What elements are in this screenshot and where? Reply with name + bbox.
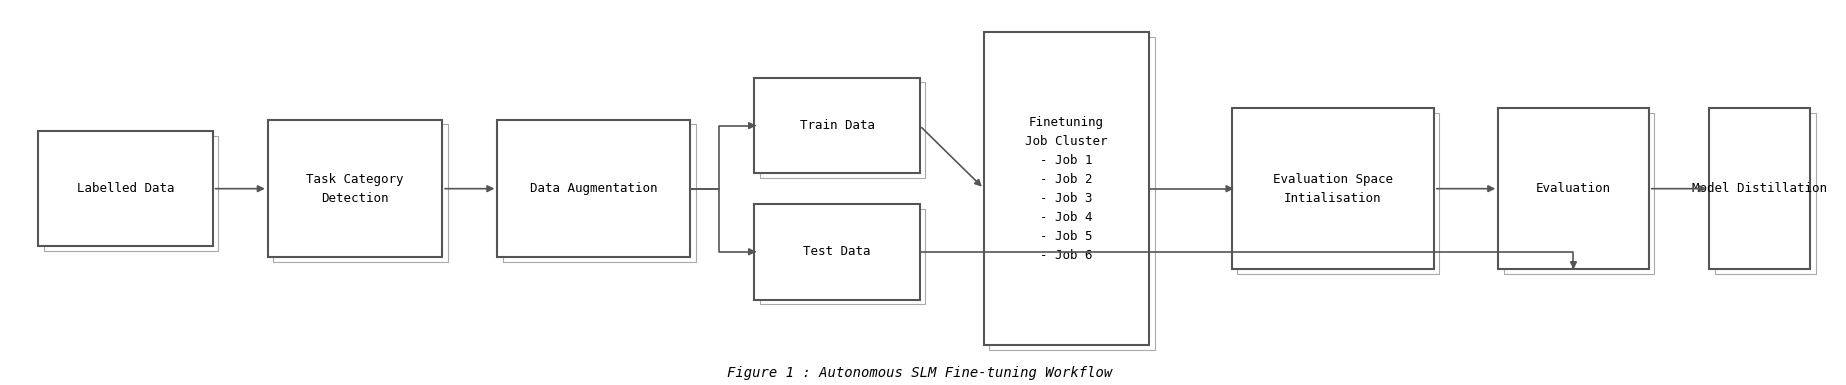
Text: Figure 1 : Autonomous SLM Fine-tuning Workflow: Figure 1 : Autonomous SLM Fine-tuning Wo… [727,366,1113,380]
Text: Labelled Data: Labelled Data [76,182,174,195]
FancyBboxPatch shape [755,78,919,173]
FancyBboxPatch shape [497,120,690,258]
FancyBboxPatch shape [268,120,443,258]
FancyBboxPatch shape [984,32,1150,345]
FancyBboxPatch shape [755,204,919,300]
Text: Finetuning
Job Cluster
- Job 1
- Job 2
- Job 3
- Job 4
- Job 5
- Job 6: Finetuning Job Cluster - Job 1 - Job 2 -… [1025,116,1108,262]
FancyBboxPatch shape [39,131,212,246]
Text: Model Distillation: Model Distillation [1693,182,1828,195]
Text: Test Data: Test Data [803,245,871,258]
FancyBboxPatch shape [1709,109,1811,269]
Text: Task Category
Detection: Task Category Detection [306,173,404,205]
Text: Data Augmentation: Data Augmentation [530,182,657,195]
Text: Evaluation Space
Intialisation: Evaluation Space Intialisation [1274,173,1394,205]
FancyBboxPatch shape [1499,109,1648,269]
Text: Evaluation: Evaluation [1536,182,1612,195]
Text: Train Data: Train Data [799,119,875,132]
FancyBboxPatch shape [1231,109,1434,269]
